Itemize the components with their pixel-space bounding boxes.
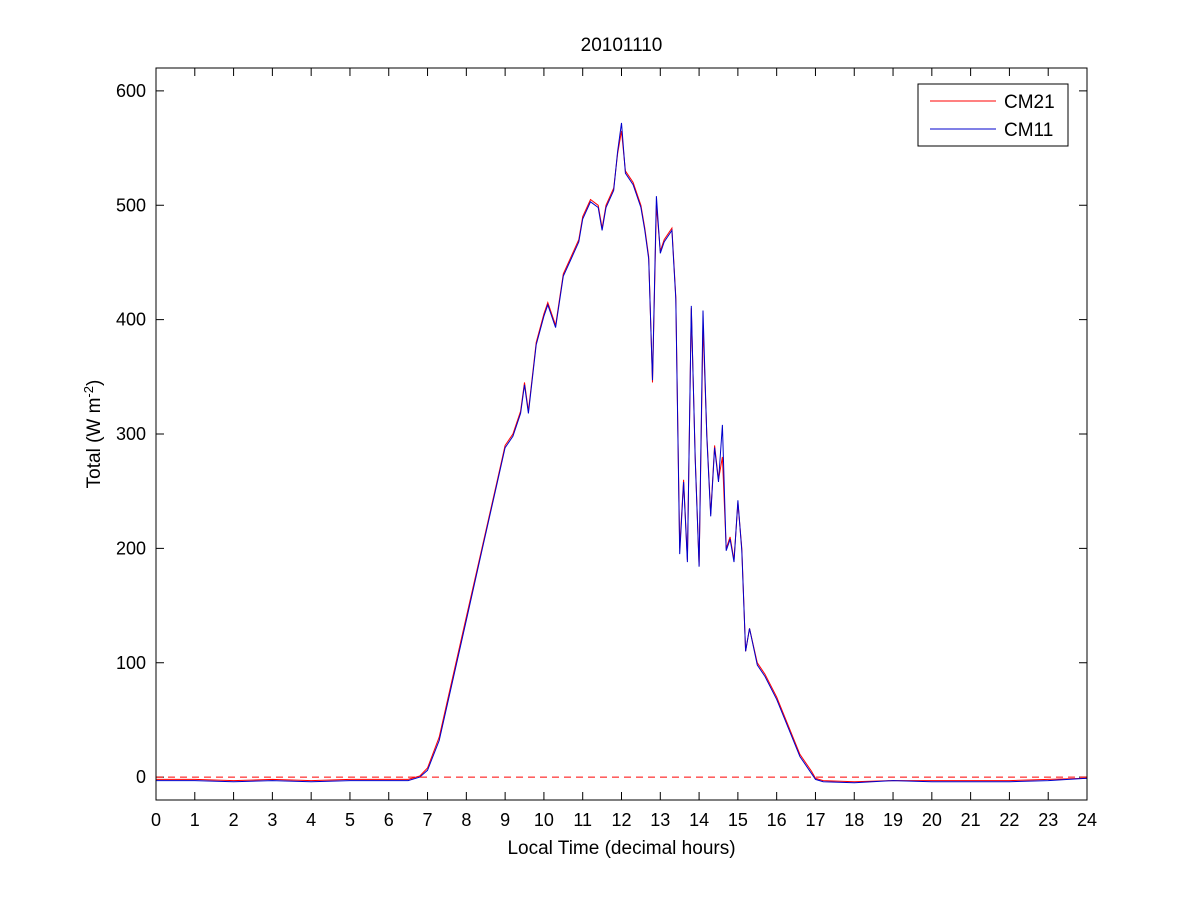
x-tick-label: 4 — [306, 810, 316, 830]
x-tick-label: 11 — [573, 810, 592, 830]
x-tick-label: 14 — [689, 810, 709, 830]
x-tick-label: 17 — [805, 810, 825, 830]
y-tick-label: 200 — [116, 538, 146, 558]
x-axis-label: Local Time (decimal hours) — [507, 838, 735, 859]
x-tick-label: 10 — [534, 810, 554, 830]
y-axis-label-sup: -2 — [81, 386, 96, 398]
x-tick-label: 13 — [650, 810, 670, 830]
x-tick-label: 19 — [883, 810, 903, 830]
x-tick-label: 9 — [500, 810, 510, 830]
y-axis-label-close: ) — [84, 380, 105, 386]
plot-frame — [155, 67, 1088, 801]
chart-title: 20101110 — [581, 35, 663, 56]
x-tick-label: 20 — [922, 810, 942, 830]
x-tick-label: 7 — [423, 810, 433, 830]
y-tick-label: 100 — [116, 653, 146, 673]
x-tick-label: 5 — [345, 810, 355, 830]
plot-area — [156, 68, 1087, 800]
y-axis-label-main: Total (W m — [84, 398, 105, 489]
y-tick-label: 500 — [116, 195, 146, 215]
legend-label-cm11: CM11 — [1004, 120, 1053, 141]
series-layer — [156, 122, 1088, 784]
y-tick-label: 300 — [116, 424, 146, 444]
x-axis-ticks: 0 1 2 3 4 5 6 7 8 9 10 11 12 13 14 15 16 17 18 19 20 21 22 23 24 — [151, 68, 1097, 830]
x-tick-label: 24 — [1077, 810, 1097, 830]
x-tick-label: 15 — [728, 810, 748, 830]
y-tick-label: 400 — [116, 310, 146, 330]
y-axis-label: Total (W m-2) — [81, 380, 105, 489]
x-tick-label: 23 — [1038, 810, 1058, 830]
x-tick-label: 18 — [844, 810, 864, 830]
x-tick-label: 12 — [611, 810, 631, 830]
series-line-cm11 — [156, 122, 1088, 784]
y-tick-label: 0 — [136, 767, 146, 787]
legend-label-cm21: CM21 — [1004, 92, 1055, 113]
x-tick-label: 16 — [767, 810, 787, 830]
y-axis-ticks: 0 100 200 300 400 500 600 — [116, 81, 1087, 787]
x-tick-label: 21 — [961, 810, 981, 830]
legend-box — [917, 83, 1069, 147]
x-tick-label: 1 — [190, 810, 200, 830]
x-tick-label: 2 — [229, 810, 239, 830]
x-tick-label: 8 — [461, 810, 471, 830]
x-tick-label: 22 — [999, 810, 1019, 830]
x-tick-label: 0 — [151, 810, 161, 830]
x-tick-label: 3 — [267, 810, 277, 830]
legend: CM21 CM11 — [917, 83, 1069, 147]
x-tick-label: 6 — [384, 810, 394, 830]
y-tick-label: 600 — [116, 81, 146, 101]
